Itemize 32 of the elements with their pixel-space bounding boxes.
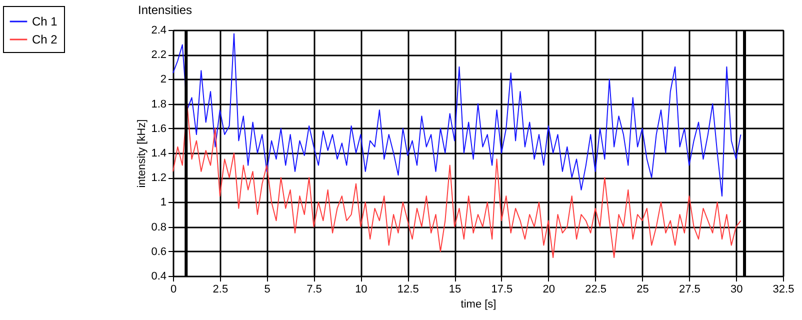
y-tick-label: 1.6 <box>151 122 166 135</box>
x-tick-label: 10 <box>355 284 368 296</box>
x-tick-label: 32.5 <box>772 284 794 296</box>
line-series <box>172 103 742 258</box>
x-tick-label: 30 <box>730 284 743 296</box>
y-axis-title: intensity [kHz] <box>136 119 148 188</box>
legend-label: Ch 2 <box>32 32 58 46</box>
y-tick-label: 1.2 <box>151 172 166 184</box>
chart-title: Intensities <box>138 3 192 17</box>
x-tick-label: 12.5 <box>397 284 419 296</box>
legend-label: Ch 1 <box>32 14 58 28</box>
y-tick-label: 1 <box>160 196 166 209</box>
y-tick-label: 2.4 <box>151 24 166 36</box>
x-tick-label: 2.5 <box>212 284 228 296</box>
x-tick-label: 0 <box>170 284 177 296</box>
x-tick-label: 5 <box>264 284 270 296</box>
line-series <box>172 33 742 197</box>
x-tick-label: 17.5 <box>491 284 513 296</box>
x-tick-label: 27.5 <box>678 284 700 296</box>
x-tick-label: 7.5 <box>306 284 322 296</box>
x-axis-title: time [s] <box>460 298 496 310</box>
x-tick-label: 25 <box>636 284 649 296</box>
x-tick-label: 22.5 <box>585 284 607 296</box>
y-tick-label: 0.8 <box>151 221 166 234</box>
y-tick-label: 2.2 <box>151 49 166 62</box>
y-tick-label: 2 <box>160 74 166 86</box>
y-tick-label: 0.6 <box>151 246 166 258</box>
y-tick-label: 0.4 <box>151 270 166 282</box>
y-tick-label: 1.4 <box>151 148 166 160</box>
x-tick-label: 15 <box>448 284 462 296</box>
y-tick-label: 1.8 <box>151 98 166 110</box>
x-tick-label: 20 <box>542 284 556 296</box>
